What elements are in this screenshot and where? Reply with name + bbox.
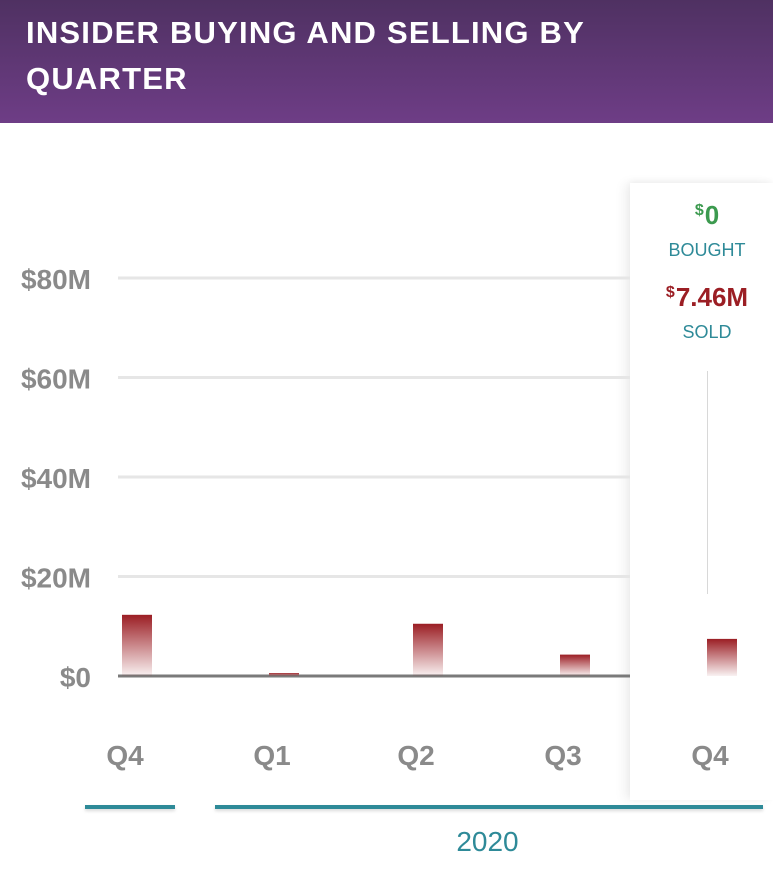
- chart-title: INSIDER BUYING AND SELLING BY QUARTER: [26, 15, 585, 96]
- x-tick-label[interactable]: Q1: [253, 740, 290, 771]
- year-label: 2020: [456, 826, 519, 857]
- tooltip-sold-label: SOLD: [682, 322, 732, 342]
- sold-bar-1[interactable]: [122, 614, 152, 676]
- x-tick-label[interactable]: Q3: [544, 740, 581, 771]
- year-divider-left: [85, 805, 175, 809]
- tooltip-bought-value: $0: [694, 200, 720, 230]
- x-tick-label[interactable]: Q2: [397, 740, 434, 771]
- chart-header: INSIDER BUYING AND SELLING BY QUARTER: [0, 0, 773, 123]
- sold-bar-5[interactable]: [707, 638, 737, 676]
- y-tick-label: $40M: [21, 463, 91, 494]
- y-tick-label: $80M: [21, 264, 91, 295]
- sold-bar-3[interactable]: [413, 623, 443, 676]
- sold-bar-2[interactable]: [269, 673, 299, 676]
- x-tick-label[interactable]: Q4: [691, 740, 729, 771]
- tooltip-sold-value: $7.46M: [665, 282, 749, 312]
- tooltip-connector-line: [707, 371, 708, 594]
- tooltip-bought-label: BOUGHT: [668, 240, 746, 260]
- y-tick-label: $60M: [21, 364, 91, 395]
- y-tick-label: $20M: [21, 563, 91, 594]
- sold-bar-4[interactable]: [560, 654, 590, 676]
- year-divider-2020: [215, 805, 763, 809]
- x-tick-label[interactable]: Q4: [106, 740, 144, 771]
- y-tick-label: $0: [60, 662, 91, 693]
- selected-quarter-highlight: [630, 183, 773, 800]
